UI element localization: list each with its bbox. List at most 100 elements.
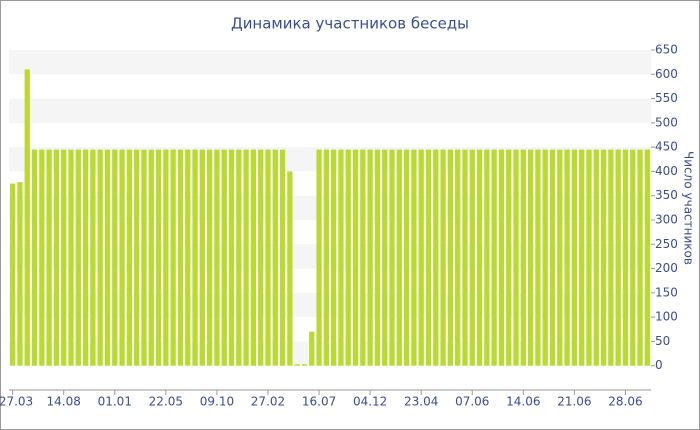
bar: [476, 149, 483, 366]
y-tick-label: 400: [655, 164, 678, 178]
bar: [10, 183, 16, 366]
y-axis-label: Число участников: [682, 151, 696, 265]
x-tick-label: 16.07: [302, 395, 336, 409]
axes: 0 50 100 150 200 250 300 350 400 450 500 550 600 650 2…: [0, 43, 678, 409]
y-tick-label: 0: [655, 358, 663, 372]
bar: [447, 149, 454, 366]
bar: [214, 149, 220, 366]
bar: [462, 149, 468, 366]
bars: [10, 69, 650, 366]
bar: [272, 149, 278, 366]
x-tick-label: 04.12: [353, 395, 387, 409]
bar: [192, 149, 198, 366]
bar: [39, 149, 45, 366]
y-tick-label: 350: [655, 188, 678, 202]
bar: [31, 149, 38, 366]
bar: [418, 149, 424, 366]
y-tick-label: 650: [655, 43, 678, 57]
bar: [600, 149, 607, 366]
x-tick-label: 09.10: [200, 395, 234, 409]
y-tick-label: 50: [655, 334, 670, 348]
bar: [403, 149, 410, 366]
bar: [126, 149, 133, 366]
bar: [119, 149, 125, 366]
bar: [608, 149, 614, 366]
bar: [294, 364, 300, 366]
bar: [593, 149, 599, 366]
y-tick-label: 150: [655, 285, 678, 299]
chart-title: Динамика участников беседы: [231, 15, 469, 33]
x-tick-label: 27.03: [0, 395, 33, 409]
bar: [323, 149, 329, 366]
x-tick-label: 14.08: [47, 395, 81, 409]
bar: [644, 149, 650, 366]
bar: [506, 149, 512, 366]
bar: [338, 149, 344, 366]
x-tick-label: 07.06: [455, 395, 489, 409]
bar: [455, 149, 461, 366]
bar: [520, 149, 526, 366]
bar: [367, 149, 373, 366]
bar: [352, 149, 359, 366]
bar: [53, 149, 60, 366]
bar: [586, 149, 592, 366]
bar: [630, 149, 636, 366]
bar: [243, 149, 249, 366]
y-tick-label: 200: [655, 261, 678, 275]
bar: [440, 149, 446, 366]
bar: [309, 331, 315, 366]
bar: [411, 149, 417, 366]
x-tick-label: 21.06: [557, 395, 591, 409]
y-tick-label: 300: [655, 213, 678, 227]
bar: [498, 149, 505, 366]
bar: [564, 149, 570, 366]
x-tick-label: 22.05: [149, 395, 183, 409]
bar: [97, 149, 103, 366]
grid-band: [9, 50, 651, 75]
x-tick-label: 14.06: [506, 395, 540, 409]
bar: [637, 149, 643, 366]
y-tick-label: 500: [655, 115, 678, 129]
bar: [513, 149, 519, 366]
y-tick-label: 550: [655, 91, 678, 105]
bar: [141, 149, 147, 366]
bar: [331, 149, 337, 366]
bar: [170, 149, 176, 366]
bar: [571, 149, 578, 366]
y-tick-label: 600: [655, 67, 678, 81]
x-tick-label: 23.04: [404, 395, 438, 409]
bar: [382, 149, 388, 366]
bar: [549, 149, 556, 366]
bar: [579, 149, 585, 366]
bar: [316, 149, 322, 366]
bar: [622, 149, 629, 366]
bar: [469, 149, 475, 366]
bar: [206, 149, 213, 366]
bar: [535, 149, 541, 366]
bar: [615, 149, 621, 366]
x-tick-label: 28.06: [608, 395, 642, 409]
bar: [557, 149, 563, 366]
bar: [163, 149, 169, 366]
bar: [287, 171, 293, 366]
bar: [185, 149, 191, 366]
bar: [155, 149, 162, 366]
bar: [389, 149, 395, 366]
bar: [491, 149, 497, 366]
bar: [425, 149, 432, 366]
bar: [433, 149, 439, 366]
bar: [345, 149, 351, 366]
bar: [112, 149, 118, 366]
bar: [134, 149, 140, 366]
bar: [46, 149, 52, 366]
bar: [17, 182, 23, 366]
y-tick-label: 250: [655, 237, 678, 251]
bar: [82, 149, 89, 366]
bar: [265, 149, 271, 366]
y-tick-label: 450: [655, 140, 678, 154]
bar: [24, 69, 30, 366]
bar: [104, 149, 111, 366]
x-tick-label: 27.02: [251, 395, 285, 409]
y-tick-label: 100: [655, 310, 678, 324]
